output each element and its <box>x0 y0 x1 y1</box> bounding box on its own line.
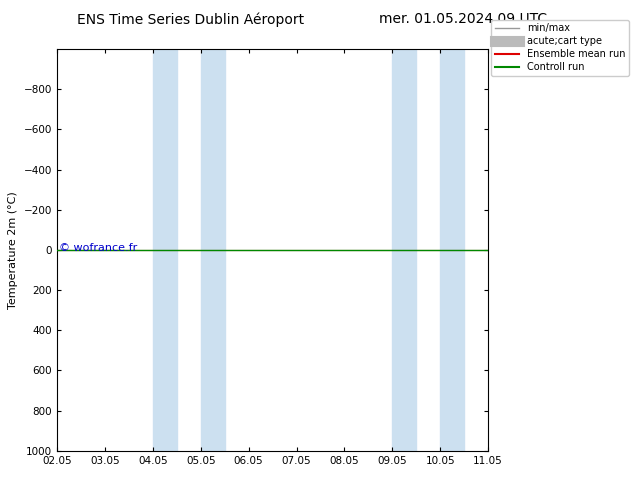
Bar <box>201 49 224 451</box>
Text: © wofrance.fr: © wofrance.fr <box>59 243 138 253</box>
Y-axis label: Temperature 2m (°C): Temperature 2m (°C) <box>8 191 18 309</box>
Bar <box>392 49 417 451</box>
Text: mer. 01.05.2024 09 UTC: mer. 01.05.2024 09 UTC <box>378 12 547 26</box>
Legend: min/max, acute;cart type, Ensemble mean run, Controll run: min/max, acute;cart type, Ensemble mean … <box>491 20 629 76</box>
Bar <box>440 49 464 451</box>
Bar <box>153 49 177 451</box>
Text: ENS Time Series Dublin Aéroport: ENS Time Series Dublin Aéroport <box>77 12 304 27</box>
